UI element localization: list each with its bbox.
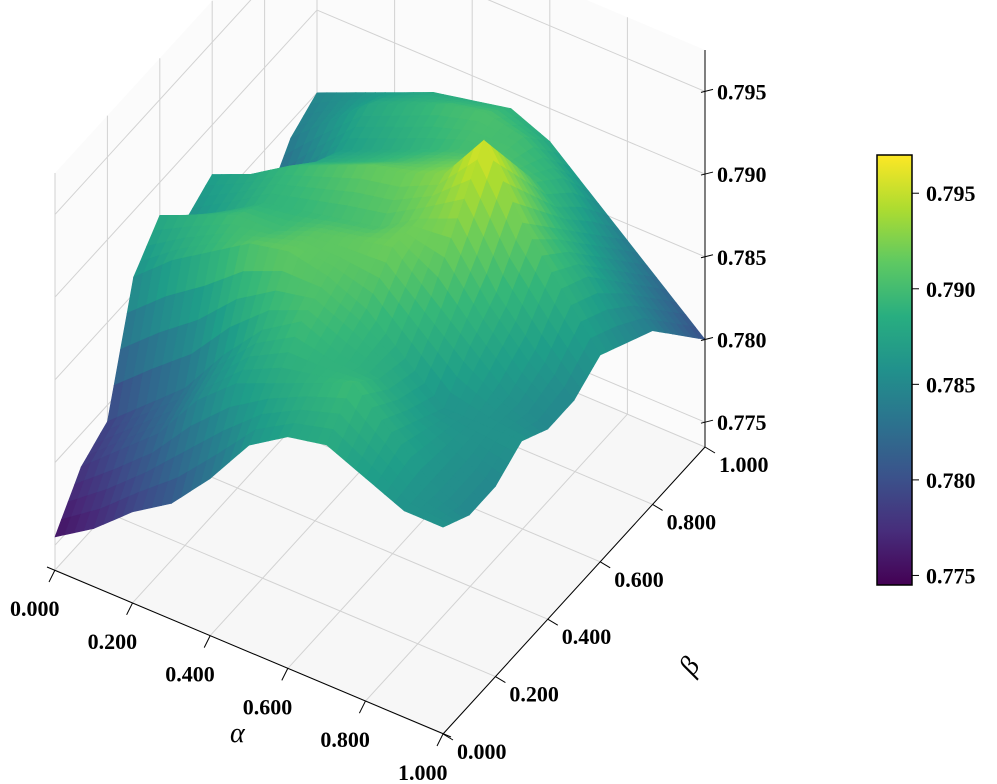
x-tick-mark — [126, 602, 134, 616]
z-tick-label: 0.775 — [717, 410, 767, 435]
x-tick-mark — [436, 733, 444, 747]
x-tick-mark — [281, 668, 289, 681]
gridline-floor-x — [365, 413, 628, 702]
z-tick-mark — [700, 419, 714, 424]
y-axis-line — [442, 446, 706, 735]
z-tick-label: 0.795 — [717, 79, 767, 104]
colorbar-gradient — [876, 154, 913, 586]
y-tick-label: 0.000 — [457, 739, 507, 764]
y-tick-label: 0.600 — [614, 567, 664, 592]
z-tick-mark — [700, 88, 714, 93]
z-tick-mark — [700, 336, 714, 341]
y-tick-mark — [704, 446, 716, 454]
colorbar-tick-label: 0.775 — [926, 563, 976, 588]
x-axis-line — [46, 566, 452, 738]
colorbar: 0.775 0.780 0.785 0.790 0.795 — [876, 154, 976, 588]
y-axis-label: β — [673, 652, 707, 682]
gridline-floor-y — [159, 454, 548, 620]
y-tick-mark — [547, 618, 559, 626]
y-ticks: 0.000 0.200 0.400 0.600 0.800 1.000 — [442, 446, 769, 764]
z-tick-mark — [700, 254, 714, 259]
x-tick-mark — [358, 700, 366, 714]
axis-lines — [46, 50, 706, 738]
z-tick-label: 0.785 — [717, 245, 767, 270]
surface — [54, 91, 706, 538]
y-tick-mark — [652, 503, 663, 511]
colorbar-tick-label: 0.780 — [926, 468, 976, 493]
y-tick-mark — [495, 676, 506, 684]
x-tick-mark — [203, 635, 211, 648]
x-ticks: 0.000 0.200 0.400 0.600 0.800 1.000 — [10, 569, 448, 784]
z-ticks: 0.775 0.780 0.785 0.790 0.795 — [700, 79, 767, 435]
x-tick-label: 0.400 — [165, 662, 215, 687]
x-tick-label: 0.200 — [88, 629, 138, 654]
gridline-z — [54, 0, 706, 215]
x-tick-label: 0.600 — [243, 694, 292, 719]
y-tick-mark — [442, 733, 454, 741]
z-tick-label: 0.780 — [717, 327, 767, 352]
gridline-floor-y — [107, 512, 496, 678]
surface-facet — [432, 518, 451, 528]
y-tick-label: 0.200 — [509, 682, 559, 707]
colorbar-tick-label: 0.785 — [926, 372, 976, 397]
x-tick-label: 0.000 — [10, 596, 60, 621]
colorbar-tick-label: 0.795 — [926, 181, 976, 206]
x-axis-label: α — [230, 718, 246, 749]
x-tick-label: 0.800 — [320, 727, 370, 752]
x-tick-label: 1.000 — [398, 760, 448, 784]
y-tick-label: 0.400 — [562, 624, 612, 649]
y-tick-label: 1.000 — [719, 452, 769, 477]
y-tick-label: 0.800 — [667, 509, 717, 534]
gridline-z — [54, 9, 706, 298]
z-tick-label: 0.790 — [717, 162, 767, 187]
z-tick-mark — [700, 171, 714, 176]
colorbar-tick-label: 0.790 — [926, 277, 976, 302]
x-tick-mark — [48, 569, 56, 583]
y-tick-mark — [599, 561, 611, 569]
colorbar-ticks: 0.775 0.780 0.785 0.790 0.795 — [912, 181, 976, 588]
